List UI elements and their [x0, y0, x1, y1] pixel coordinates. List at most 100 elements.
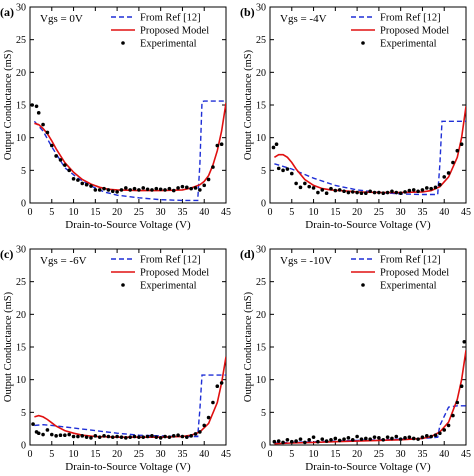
experimental-point [342, 189, 346, 194]
y-tick-label: 5 [261, 408, 266, 419]
experimental-point [289, 171, 294, 176]
legend-label: From Ref [12] [140, 255, 201, 266]
experimental-point [67, 432, 71, 437]
experimental-point [274, 142, 279, 146]
model-line [274, 350, 466, 445]
x-tick-label: 30 [396, 207, 406, 218]
experimental-point [185, 185, 189, 190]
experimental-point [31, 422, 35, 426]
x-tick-label: 35 [177, 207, 187, 218]
x-tick-label: 5 [289, 449, 294, 460]
experimental-point [158, 187, 163, 192]
experimental-point [67, 168, 71, 173]
panel-label: (b) [240, 5, 255, 19]
vgs-annotation: Vgs = -10V [280, 255, 332, 267]
experimental-point [333, 188, 338, 193]
experimental-point [54, 154, 58, 158]
experimental-point [141, 435, 146, 439]
experimental-point [377, 190, 381, 195]
experimental-point [429, 186, 433, 191]
experimental-point [102, 186, 106, 191]
experimental-point [119, 188, 124, 192]
experimental-point [368, 189, 372, 194]
experimental-point [455, 148, 460, 153]
experimental-point [311, 435, 316, 439]
experimental-point [115, 434, 119, 439]
legend-marker-experimental [361, 41, 365, 45]
experimental-point [451, 160, 455, 165]
x-tick-label: 10 [69, 449, 79, 460]
experimental-point [106, 188, 111, 192]
x-tick-label: 0 [268, 449, 273, 460]
y-tick-label: 15 [256, 343, 266, 354]
experimental-point [41, 122, 45, 127]
experimental-point [110, 189, 115, 194]
experimental-point [324, 191, 329, 195]
legend-label: Experimental [380, 39, 437, 50]
model-line [273, 106, 466, 194]
x-tick-label: 30 [396, 449, 406, 460]
legend-label: Experimental [140, 39, 197, 50]
x-tick-label: 10 [309, 207, 319, 218]
experimental-point [429, 434, 433, 439]
y-tick-label: 20 [16, 310, 26, 321]
experimental-point [442, 428, 447, 432]
legend-marker-experimental [121, 41, 125, 45]
experimental-point [438, 431, 442, 436]
experimental-point [346, 190, 351, 195]
experimental-point [215, 384, 220, 389]
experimental-point [446, 423, 451, 428]
y-tick-label: 10 [256, 133, 266, 144]
x-tick-label: 45 [221, 449, 231, 460]
x-tick-label: 40 [199, 207, 209, 218]
experimental-point [276, 166, 281, 171]
experimental-point [115, 190, 119, 194]
experimental-point [329, 186, 333, 191]
experimental-point [219, 142, 224, 146]
experimental-point [420, 435, 425, 439]
experimental-point [158, 436, 163, 440]
experimental-point [398, 437, 403, 441]
experimental-point [211, 400, 215, 405]
experimental-point [385, 190, 390, 195]
x-tick-label: 35 [417, 449, 427, 460]
y-tick-label: 20 [256, 310, 266, 321]
y-axis-title: Output Conductance (mS) [3, 291, 14, 402]
x-axis-title: Drain-to-Source Voltage (V) [65, 461, 191, 473]
experimental-point [451, 413, 455, 418]
experimental-point [455, 400, 460, 405]
experimental-point [141, 186, 146, 190]
experimental-point [446, 171, 451, 175]
legend-label: From Ref [12] [380, 13, 441, 24]
vgs-annotation: Vgs = 0V [40, 13, 83, 25]
panel-label: (a) [0, 5, 14, 19]
experimental-point [145, 434, 150, 439]
y-tick-label: 15 [16, 343, 26, 354]
experimental-point [137, 188, 141, 192]
y-tick-label: 30 [16, 3, 26, 14]
legend: From Ref [12] Proposed Model Experimental [111, 255, 209, 292]
legend: From Ref [12] Proposed Model Experimental [351, 255, 449, 292]
experimental-point [407, 188, 412, 193]
x-tick-label: 40 [439, 449, 449, 460]
legend-label: Experimental [140, 281, 197, 292]
experimental-point [63, 163, 67, 167]
y-tick-label: 5 [261, 166, 266, 177]
experimental-point [102, 434, 106, 438]
y-tick-label: 10 [256, 375, 266, 386]
legend-label: Proposed Model [380, 26, 449, 37]
experimental-point [154, 186, 159, 191]
experimental-point [390, 189, 394, 194]
y-tick-label: 20 [256, 68, 266, 79]
x-tick-label: 40 [439, 207, 449, 218]
x-tick-label: 10 [69, 207, 79, 218]
experimental-point [285, 167, 290, 171]
vgs-annotation: Vgs = -4V [280, 13, 327, 25]
experimental-point [189, 186, 193, 191]
experimental-point [167, 435, 172, 439]
y-tick-label: 0 [261, 441, 266, 452]
x-tick-label: 25 [374, 207, 384, 218]
experimental-point [97, 188, 102, 192]
y-tick-label: 5 [21, 408, 26, 419]
x-tick-label: 25 [134, 207, 144, 218]
